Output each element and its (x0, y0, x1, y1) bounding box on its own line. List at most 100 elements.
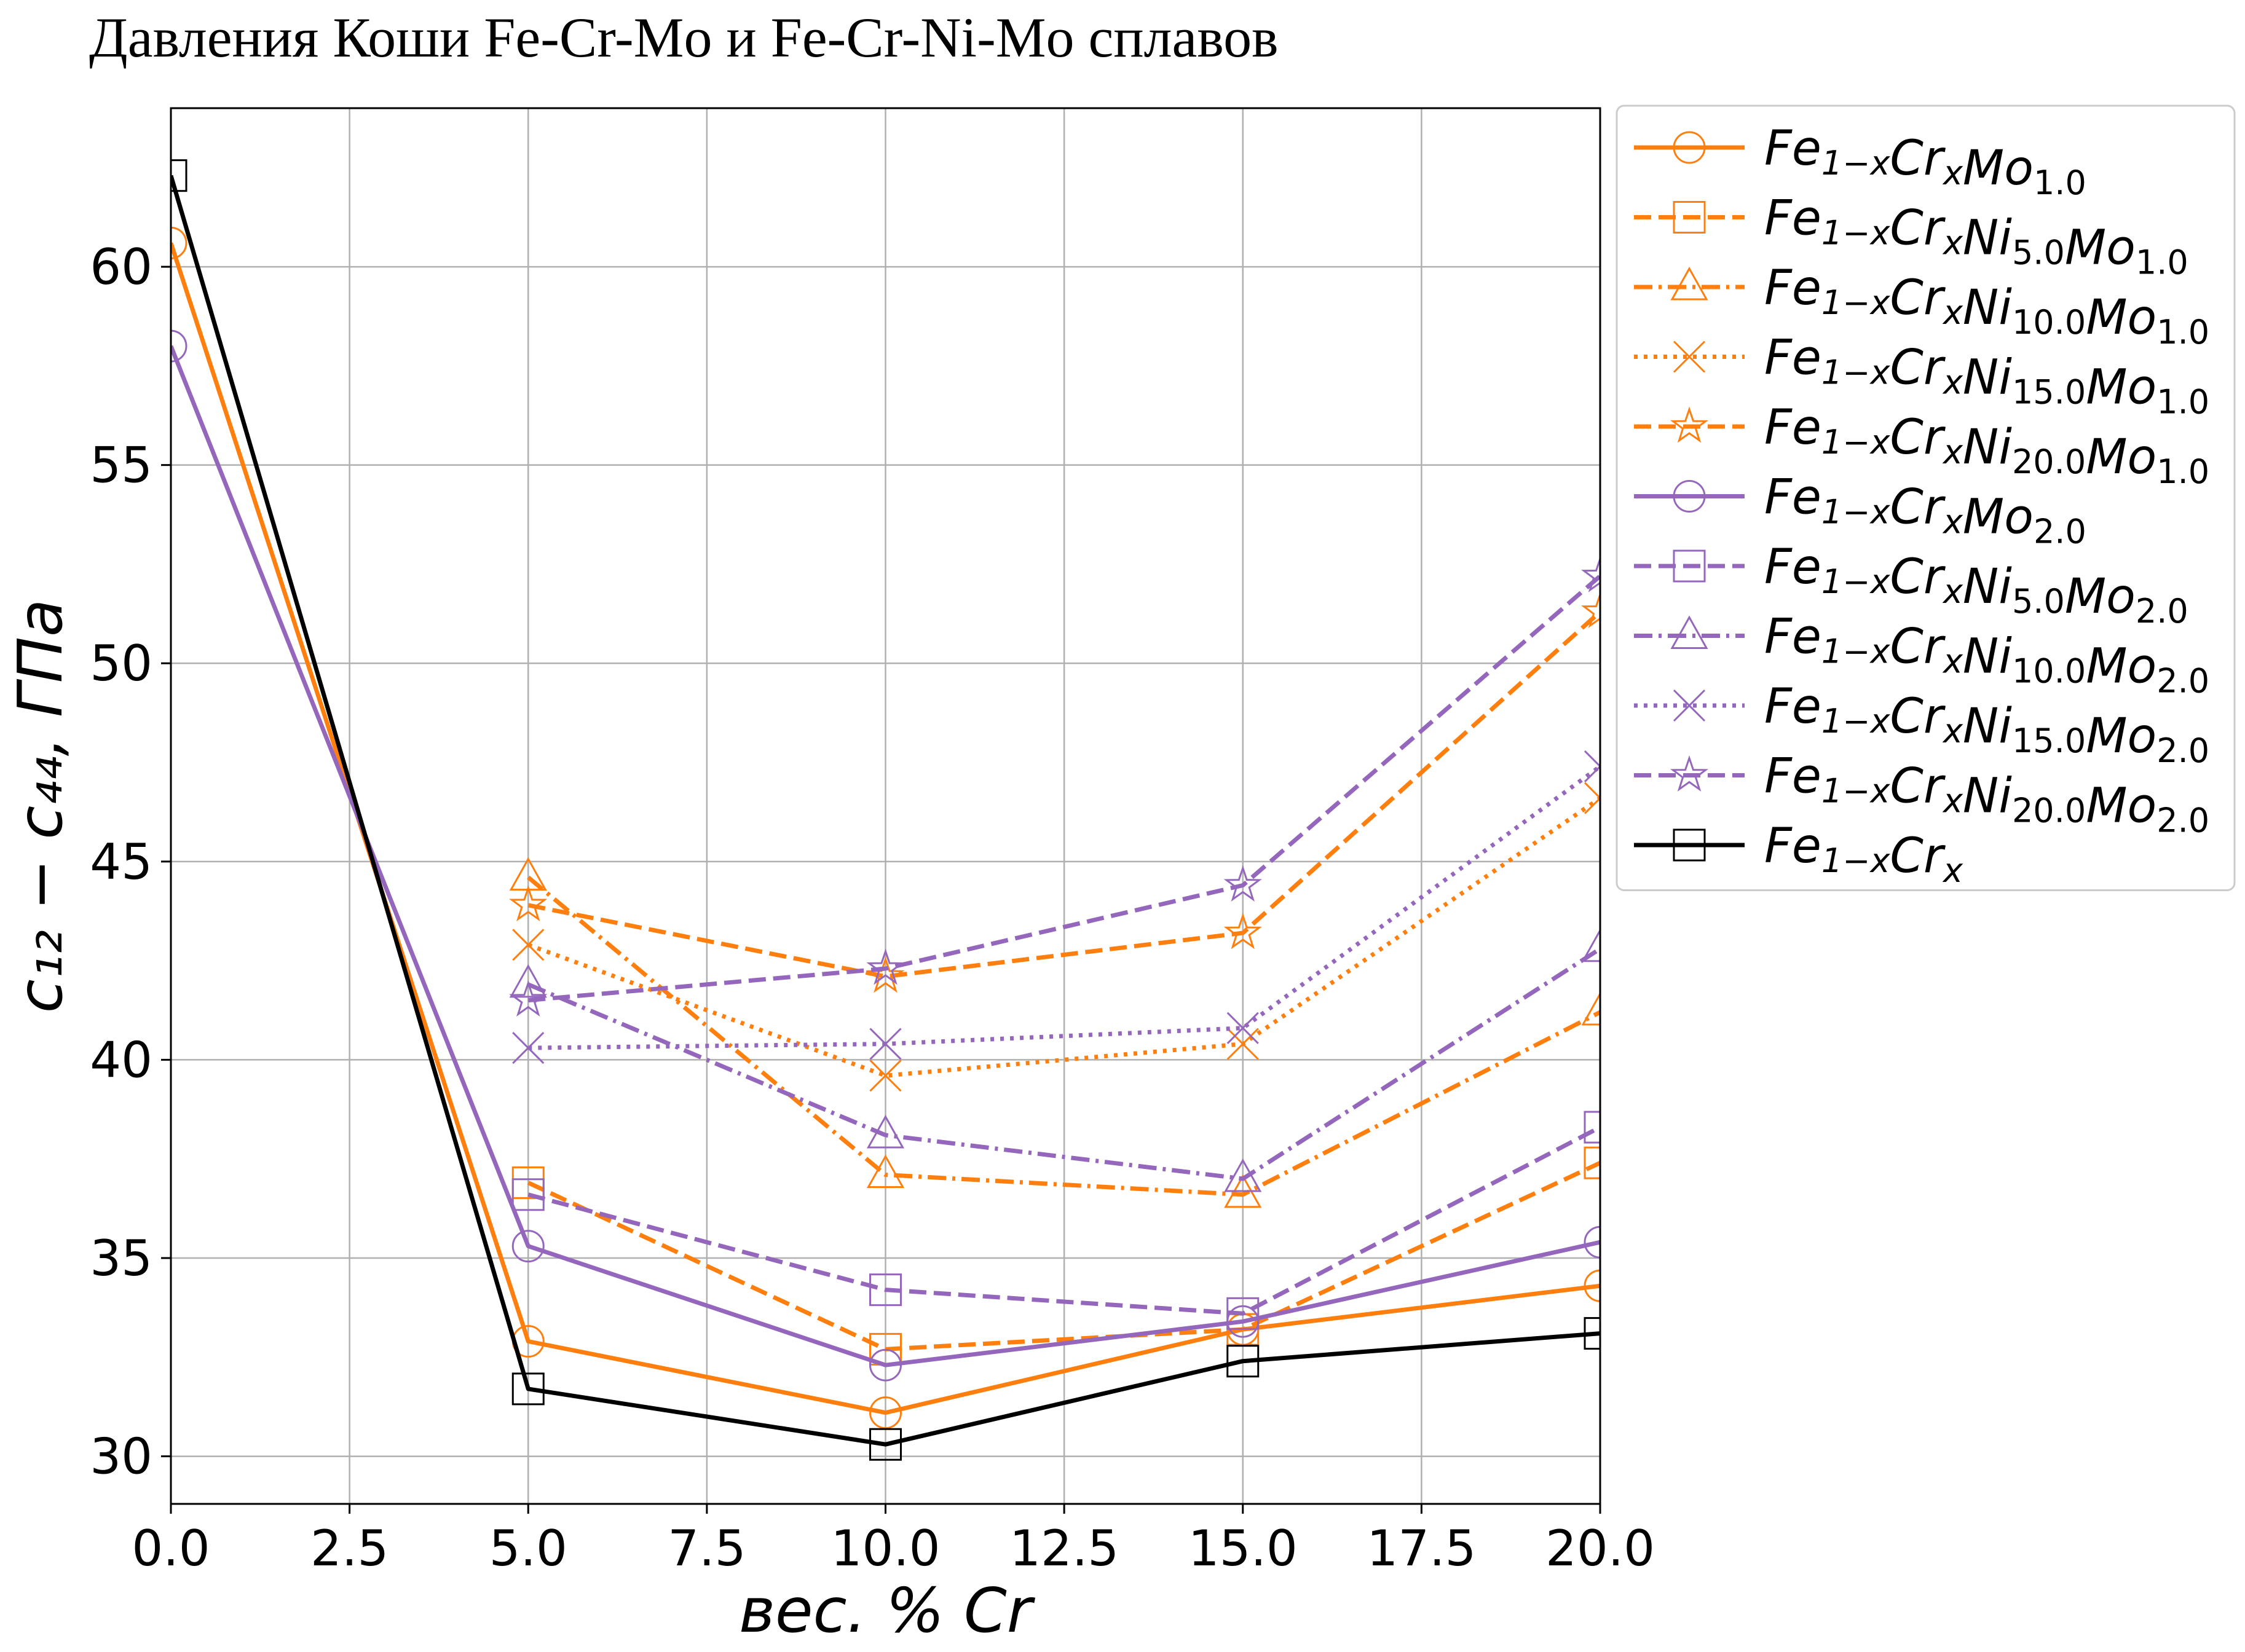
data-point-x (1584, 782, 1600, 814)
y-tick-label: 55 (90, 437, 152, 494)
legend-item: Fe1−xCrxNi20.0Mo2.0 (1634, 749, 2209, 840)
legend-item: Fe1−xCrxNi10.0Mo1.0 (1634, 261, 2209, 352)
legend-item: Fe1−xCrxNi15.0Mo2.0 (1634, 679, 2209, 770)
series-8 (509, 928, 1600, 1192)
legend-item: Fe1−xCrxNi10.0Mo2.0 (1634, 610, 2209, 701)
legend-marker-circle (1673, 480, 1706, 513)
legend-marker-circle (1673, 131, 1706, 164)
data-point-star (1223, 913, 1262, 950)
data-point-square (511, 1178, 545, 1211)
x-tick-label: 20.0 (1545, 1520, 1655, 1577)
data-point-triangle (509, 964, 547, 998)
series-5 (509, 591, 1600, 993)
legend-item: Fe1−xCrxNi5.0Mo1.0 (1634, 191, 2188, 282)
data-point-circle (171, 329, 187, 363)
series-9 (512, 750, 1600, 1064)
series-line (527, 875, 1600, 1197)
data-point-star (509, 980, 548, 1017)
legend: Fe1−xCrxMo1.0Fe1−xCrxNi5.0Mo1.0Fe1−xCrxN… (1616, 104, 2236, 891)
data-point-x (512, 1031, 545, 1064)
series-line (171, 345, 1600, 1367)
data-point-square (511, 1372, 545, 1406)
series-line (527, 1161, 1600, 1351)
data-point-star (1223, 865, 1262, 902)
y-axis-label: c₁₂ − c₄₄, ГПа (4, 599, 76, 1013)
x-tick-label: 12.5 (1009, 1520, 1119, 1577)
data-point-circle (171, 226, 187, 259)
legend-marker-x (1673, 689, 1706, 722)
series-line (171, 175, 1600, 1447)
x-tick-label: 5.0 (489, 1520, 567, 1577)
plot-frame (170, 107, 1601, 1505)
series-10 (509, 556, 1600, 1017)
series-11 (171, 159, 1600, 1461)
legend-label: Fe1−xCrxNi10.0Mo2.0 (1764, 610, 2209, 701)
y-tick-label: 45 (90, 833, 152, 891)
data-point-square (171, 159, 187, 192)
data-point-circle (1584, 1225, 1600, 1259)
data-point-circle (869, 1396, 902, 1430)
legend-label: Fe1−xCrxMo2.0 (1764, 470, 2086, 551)
y-tick-label: 30 (90, 1428, 152, 1485)
legend-label: Fe1−xCrxNi20.0Mo2.0 (1764, 749, 2209, 840)
series-line (527, 946, 1600, 1181)
legend-label: Fe1−xCrxNi20.0Mo1.0 (1764, 400, 2209, 491)
data-point-triangle (866, 1154, 905, 1189)
data-point-triangle (1581, 928, 1600, 962)
x-tick-label: 2.5 (310, 1520, 389, 1577)
legend-box (1616, 104, 2236, 891)
x-tick-label: 17.5 (1367, 1520, 1476, 1577)
series-line (528, 765, 1600, 1050)
y-tick-label: 40 (90, 1031, 152, 1088)
legend-marker-star (1670, 406, 1709, 443)
legend-item: Fe1−xCrxNi15.0Mo1.0 (1634, 331, 2209, 422)
series-line (527, 610, 1600, 979)
data-point-star (866, 948, 905, 985)
x-tick-label: 7.5 (668, 1520, 746, 1577)
data-point-star (1580, 591, 1600, 628)
legend-item: Fe1−xCrx (1634, 819, 1963, 890)
legend-label: Fe1−xCrx (1764, 819, 1963, 890)
x-tick-label: 0.0 (132, 1520, 210, 1577)
data-point-triangle (866, 1114, 905, 1149)
series-line (527, 1125, 1600, 1316)
legend-marker-star (1670, 755, 1709, 792)
data-point-square (869, 1428, 902, 1461)
data-point-star (509, 885, 548, 922)
legend-item: Fe1−xCrxMo1.0 (1634, 121, 2086, 202)
legend-label: Fe1−xCrxNi5.0Mo1.0 (1764, 191, 2188, 282)
data-point-x (869, 1060, 902, 1092)
data-point-square (1584, 1111, 1600, 1144)
legend-marker-x (1673, 340, 1706, 373)
data-point-x (1226, 1012, 1259, 1044)
data-point-triangle (1581, 991, 1600, 1026)
data-point-square (869, 1273, 902, 1307)
series-7 (511, 1111, 1600, 1330)
x-axis-label: вес. % Cr (739, 1575, 1036, 1646)
legend-marker-square (1673, 828, 1706, 862)
legend-item: Fe1−xCrxNi5.0Mo2.0 (1634, 540, 2188, 631)
legend-item: Fe1−xCrxNi20.0Mo1.0 (1634, 400, 2209, 491)
data-point-circle (869, 1348, 902, 1382)
legend-marker-triangle (1670, 266, 1708, 301)
y-tick-label: 35 (90, 1230, 152, 1287)
x-tick-label: 15.0 (1188, 1520, 1298, 1577)
data-point-x (512, 929, 545, 961)
series-4 (512, 782, 1600, 1092)
x-tick-label: 10.0 (831, 1520, 940, 1577)
series-layer (171, 159, 1600, 1461)
data-point-square (1226, 1297, 1260, 1330)
legend-label: Fe1−xCrxNi5.0Mo2.0 (1764, 540, 2188, 631)
series-line (527, 796, 1600, 1078)
series-line (171, 242, 1600, 1415)
data-point-square (1584, 1146, 1600, 1179)
data-point-circle (1584, 1269, 1600, 1302)
series-6 (171, 329, 1600, 1382)
data-point-triangle (1224, 1158, 1262, 1192)
data-point-x (869, 1028, 902, 1060)
axes: 0.0 2.5 5.0 7.5 10.0 12.5 15.0 17.5 20.0 30 35 40 45… (4, 107, 1655, 1646)
legend-label: Fe1−xCrxNi15.0Mo1.0 (1764, 331, 2209, 422)
data-point-square (1226, 1345, 1260, 1378)
page-title: Давления Коши Fe-Cr-Mo и Fe-Cr-Ni-Mo спл… (89, 6, 1279, 69)
